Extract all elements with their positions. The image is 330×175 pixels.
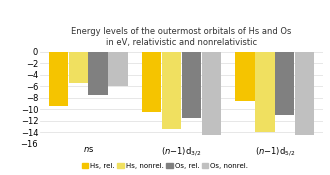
Bar [108,52,127,86]
Bar [295,52,314,135]
Bar [255,52,275,132]
Bar [142,52,161,112]
Bar [162,52,181,129]
Bar [275,52,294,115]
Legend: Hs, rel., Hs, nonrel., Os, rel., Os, nonrel.: Hs, rel., Hs, nonrel., Os, rel., Os, non… [79,160,251,172]
Bar [69,52,88,83]
Title: Energy levels of the outermost orbitals of Hs and Os
in eV, relativistic and non: Energy levels of the outermost orbitals … [71,27,292,47]
Bar [49,52,68,106]
Bar [88,52,108,95]
Bar [202,52,221,135]
Bar [236,52,255,101]
Bar [182,52,201,118]
